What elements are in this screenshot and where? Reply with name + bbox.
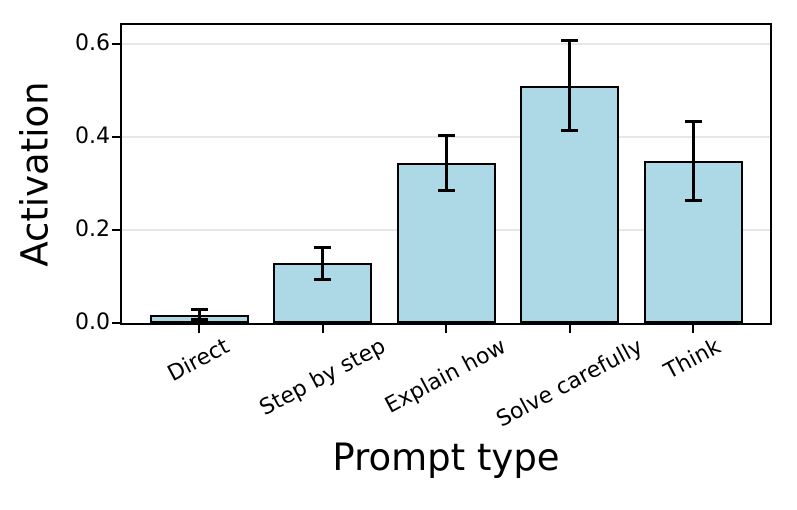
x-tick-label: Solve carefully <box>491 333 647 432</box>
error-bar-line-explain-how <box>444 135 448 192</box>
plot-area <box>120 23 772 325</box>
error-bar-cap-bottom-think <box>684 199 702 203</box>
y-tick-label: 0.2 <box>75 216 110 242</box>
error-bar-cap-top-step-by-step <box>314 245 331 249</box>
error-bar-cap-top-explain-how <box>437 134 455 138</box>
error-bar-line-direct <box>197 309 201 321</box>
x-tick-mark <box>321 325 324 333</box>
error-bar-line-step-by-step <box>321 246 324 281</box>
gridline-y-0.6 <box>122 42 770 45</box>
x-tick-mark <box>692 325 694 333</box>
error-bar-cap-top-direct <box>190 308 208 312</box>
y-tick-mark <box>112 135 120 138</box>
x-axis-label: Prompt type <box>332 436 560 479</box>
y-axis-label: Activation <box>13 81 57 267</box>
error-bar-cap-bottom-step-by-step <box>314 278 331 282</box>
x-tick-mark <box>568 325 571 333</box>
error-bar-cap-top-solve-carefully <box>561 39 578 43</box>
y-tick-mark <box>112 322 120 324</box>
y-tick-label: 0.4 <box>75 123 110 149</box>
error-bar-cap-bottom-explain-how <box>437 189 455 193</box>
y-tick-label: 0.6 <box>75 30 110 56</box>
x-tick-mark <box>198 325 200 333</box>
x-tick-mark <box>445 325 447 333</box>
x-tick-label: Think <box>660 333 726 385</box>
error-bar-cap-bottom-solve-carefully <box>561 128 578 132</box>
y-tick-mark <box>112 228 120 231</box>
error-bar-cap-bottom-direct <box>190 318 208 322</box>
error-bar-line-think <box>691 121 695 202</box>
y-tick-mark <box>112 42 120 45</box>
y-tick-label: 0.0 <box>75 310 110 335</box>
x-tick-label: Direct <box>163 333 234 387</box>
x-tick-label: Explain how <box>381 333 511 419</box>
error-bar-cap-top-think <box>684 120 702 124</box>
error-bar-line-solve-carefully <box>568 40 571 131</box>
x-tick-label: Step by step <box>255 333 390 422</box>
